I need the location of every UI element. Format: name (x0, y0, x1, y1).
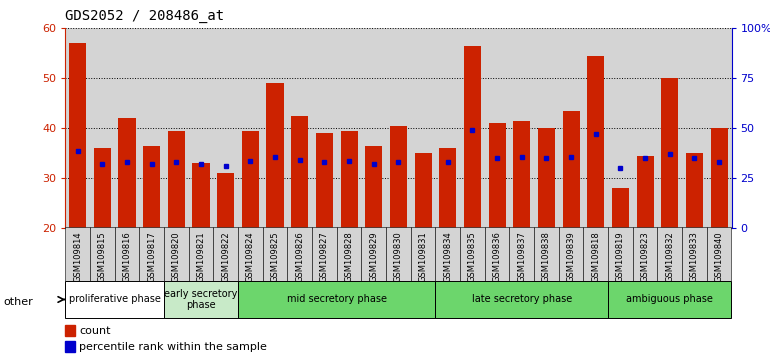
FancyBboxPatch shape (707, 227, 732, 281)
Text: GSM109830: GSM109830 (394, 231, 403, 282)
Bar (316, 133, 333, 228)
FancyBboxPatch shape (436, 227, 460, 281)
FancyBboxPatch shape (460, 227, 485, 281)
Text: mid secretory phase: mid secretory phase (286, 295, 387, 304)
Text: GSM109822: GSM109822 (221, 231, 230, 281)
Bar (414, 153, 432, 228)
Bar (143, 146, 160, 228)
Text: GDS2052 / 208486_at: GDS2052 / 208486_at (65, 9, 225, 23)
Text: GSM109820: GSM109820 (172, 231, 181, 281)
Text: GSM109826: GSM109826 (296, 231, 304, 282)
Text: GSM109833: GSM109833 (690, 231, 699, 282)
FancyBboxPatch shape (633, 227, 658, 281)
Bar (217, 173, 234, 228)
FancyBboxPatch shape (386, 227, 411, 281)
FancyBboxPatch shape (65, 281, 164, 318)
Text: proliferative phase: proliferative phase (69, 295, 161, 304)
Text: GSM109817: GSM109817 (147, 231, 156, 282)
Bar (637, 156, 654, 228)
Text: GSM109835: GSM109835 (468, 231, 477, 282)
Bar (439, 148, 457, 228)
FancyBboxPatch shape (115, 227, 139, 281)
Text: GSM109825: GSM109825 (270, 231, 280, 281)
FancyBboxPatch shape (90, 227, 115, 281)
FancyBboxPatch shape (238, 227, 263, 281)
FancyBboxPatch shape (608, 227, 633, 281)
Bar (192, 163, 209, 228)
Bar (488, 123, 506, 228)
Text: late secretory phase: late secretory phase (472, 295, 572, 304)
Text: percentile rank within the sample: percentile rank within the sample (79, 342, 266, 352)
FancyBboxPatch shape (658, 227, 682, 281)
Bar (464, 46, 481, 228)
Text: GSM109821: GSM109821 (196, 231, 206, 281)
FancyBboxPatch shape (263, 227, 287, 281)
FancyBboxPatch shape (287, 227, 312, 281)
Bar (65, 341, 75, 353)
Text: GSM109827: GSM109827 (320, 231, 329, 282)
Bar (661, 78, 678, 228)
Bar (168, 131, 185, 228)
Text: ambiguous phase: ambiguous phase (626, 295, 713, 304)
Bar (563, 111, 580, 228)
Text: GSM109838: GSM109838 (542, 231, 551, 282)
Text: GSM109823: GSM109823 (641, 231, 650, 282)
Text: GSM109814: GSM109814 (73, 231, 82, 281)
FancyBboxPatch shape (139, 227, 164, 281)
Bar (291, 116, 309, 228)
FancyBboxPatch shape (584, 227, 608, 281)
Text: GSM109828: GSM109828 (345, 231, 353, 282)
Text: GSM109824: GSM109824 (246, 231, 255, 281)
Text: GSM109834: GSM109834 (444, 231, 452, 282)
FancyBboxPatch shape (164, 281, 238, 318)
Bar (94, 148, 111, 228)
Text: GSM109840: GSM109840 (715, 231, 724, 281)
Text: GSM109836: GSM109836 (493, 231, 501, 282)
Text: GSM109815: GSM109815 (98, 231, 107, 281)
Bar (65, 325, 75, 336)
Bar (711, 128, 728, 228)
Bar (340, 131, 358, 228)
FancyBboxPatch shape (189, 227, 213, 281)
FancyBboxPatch shape (436, 281, 608, 318)
FancyBboxPatch shape (164, 227, 189, 281)
Text: GSM109829: GSM109829 (370, 231, 378, 281)
Bar (390, 126, 407, 228)
FancyBboxPatch shape (485, 227, 510, 281)
FancyBboxPatch shape (608, 281, 732, 318)
Bar (69, 43, 86, 228)
Bar (119, 118, 136, 228)
Text: GSM109839: GSM109839 (567, 231, 576, 282)
Bar (513, 121, 531, 228)
Text: GSM109818: GSM109818 (591, 231, 601, 282)
Text: GSM109819: GSM109819 (616, 231, 625, 281)
Bar (538, 128, 555, 228)
Bar (612, 188, 629, 228)
Text: GSM109837: GSM109837 (517, 231, 527, 282)
FancyBboxPatch shape (65, 227, 90, 281)
Text: early secretory
phase: early secretory phase (165, 289, 238, 310)
FancyBboxPatch shape (361, 227, 386, 281)
Bar (242, 131, 259, 228)
Bar (588, 56, 604, 228)
FancyBboxPatch shape (682, 227, 707, 281)
FancyBboxPatch shape (238, 281, 436, 318)
FancyBboxPatch shape (534, 227, 559, 281)
FancyBboxPatch shape (510, 227, 534, 281)
FancyBboxPatch shape (411, 227, 436, 281)
Bar (365, 146, 383, 228)
Text: GSM109816: GSM109816 (122, 231, 132, 282)
Text: count: count (79, 326, 110, 336)
Text: other: other (4, 297, 34, 307)
FancyBboxPatch shape (213, 227, 238, 281)
Bar (686, 153, 703, 228)
Text: GSM109831: GSM109831 (419, 231, 427, 282)
FancyBboxPatch shape (336, 227, 361, 281)
FancyBboxPatch shape (312, 227, 336, 281)
Text: GSM109832: GSM109832 (665, 231, 675, 282)
Bar (266, 83, 284, 228)
FancyBboxPatch shape (559, 227, 584, 281)
